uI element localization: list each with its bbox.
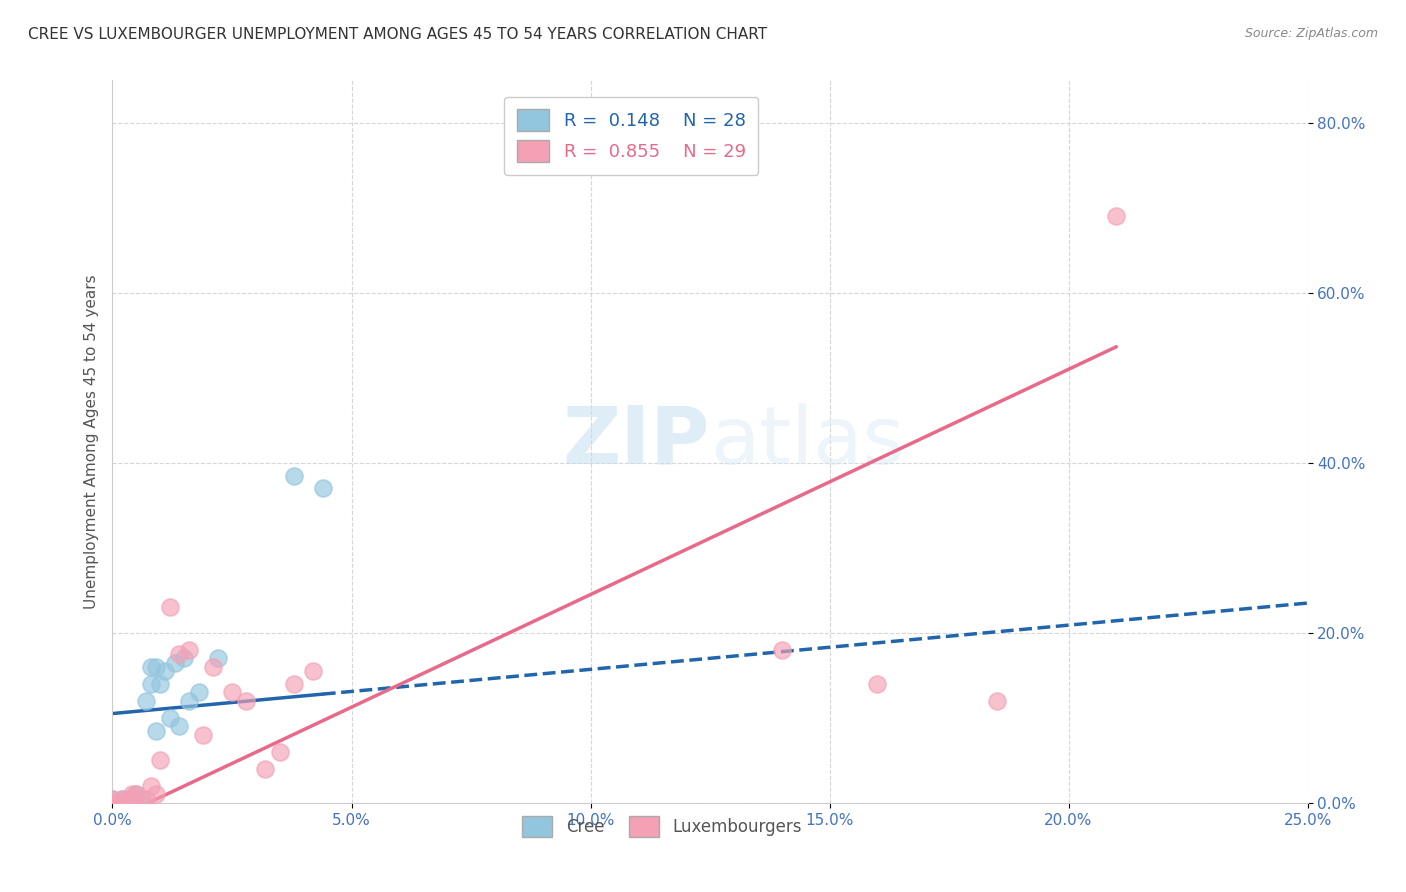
Point: [770, 642, 793, 657]
Legend: Cree, Luxembourgers: Cree, Luxembourgers: [515, 808, 810, 845]
Point: [235, 694, 257, 708]
Point: [145, 723, 167, 738]
Point: [153, 664, 176, 678]
Point: [312, 481, 335, 495]
Point: [269, 745, 291, 759]
Point: [207, 651, 229, 665]
Point: [173, 651, 195, 665]
Point: [125, 787, 148, 801]
Point: [111, 791, 134, 805]
Point: [121, 796, 143, 810]
Point: [121, 791, 143, 805]
Point: [105, 796, 128, 810]
Point: [177, 694, 200, 708]
Point: [187, 685, 209, 699]
Point: [101, 791, 124, 805]
Point: [111, 791, 134, 805]
Point: [139, 660, 162, 674]
Point: [105, 796, 128, 810]
Point: [283, 677, 305, 691]
Point: [115, 791, 138, 805]
Point: [129, 791, 152, 805]
Point: [866, 677, 889, 691]
Point: [111, 796, 134, 810]
Point: [125, 787, 148, 801]
Point: [1105, 209, 1128, 223]
Text: atlas: atlas: [710, 402, 904, 481]
Point: [135, 791, 157, 805]
Point: [159, 600, 181, 615]
Point: [177, 642, 200, 657]
Point: [115, 796, 138, 810]
Point: [986, 694, 1008, 708]
Point: [283, 468, 305, 483]
Point: [121, 791, 143, 805]
Point: [115, 796, 138, 810]
Point: [111, 796, 134, 810]
Point: [145, 660, 167, 674]
Point: [149, 677, 172, 691]
Point: [135, 694, 157, 708]
Point: [302, 664, 325, 678]
Point: [149, 753, 172, 767]
Text: CREE VS LUXEMBOURGER UNEMPLOYMENT AMONG AGES 45 TO 54 YEARS CORRELATION CHART: CREE VS LUXEMBOURGER UNEMPLOYMENT AMONG …: [28, 27, 768, 42]
Point: [121, 787, 143, 801]
Point: [101, 791, 124, 805]
Point: [125, 796, 148, 810]
Point: [193, 728, 215, 742]
Point: [139, 779, 162, 793]
Point: [169, 719, 191, 733]
Point: [201, 660, 224, 674]
Point: [163, 656, 186, 670]
Text: Source: ZipAtlas.com: Source: ZipAtlas.com: [1244, 27, 1378, 40]
Point: [145, 787, 167, 801]
Point: [129, 796, 152, 810]
Point: [159, 711, 181, 725]
Point: [101, 796, 124, 810]
Point: [169, 647, 191, 661]
Point: [101, 796, 124, 810]
Point: [221, 685, 243, 699]
Text: ZIP: ZIP: [562, 402, 710, 481]
Point: [254, 762, 277, 776]
Y-axis label: Unemployment Among Ages 45 to 54 years: Unemployment Among Ages 45 to 54 years: [83, 274, 98, 609]
Point: [139, 677, 162, 691]
